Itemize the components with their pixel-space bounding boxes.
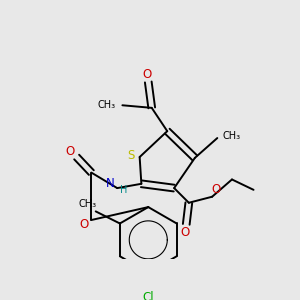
Text: CH₃: CH₃: [98, 100, 116, 110]
Text: O: O: [65, 146, 74, 158]
Text: CH₃: CH₃: [222, 131, 240, 141]
Text: O: O: [143, 68, 152, 81]
Text: H: H: [120, 185, 128, 195]
Text: O: O: [79, 218, 88, 231]
Text: Cl: Cl: [142, 291, 154, 300]
Text: O: O: [180, 226, 189, 238]
Text: S: S: [127, 149, 135, 162]
Text: CH₃: CH₃: [78, 200, 96, 209]
Text: N: N: [106, 177, 115, 190]
Text: O: O: [212, 183, 221, 196]
